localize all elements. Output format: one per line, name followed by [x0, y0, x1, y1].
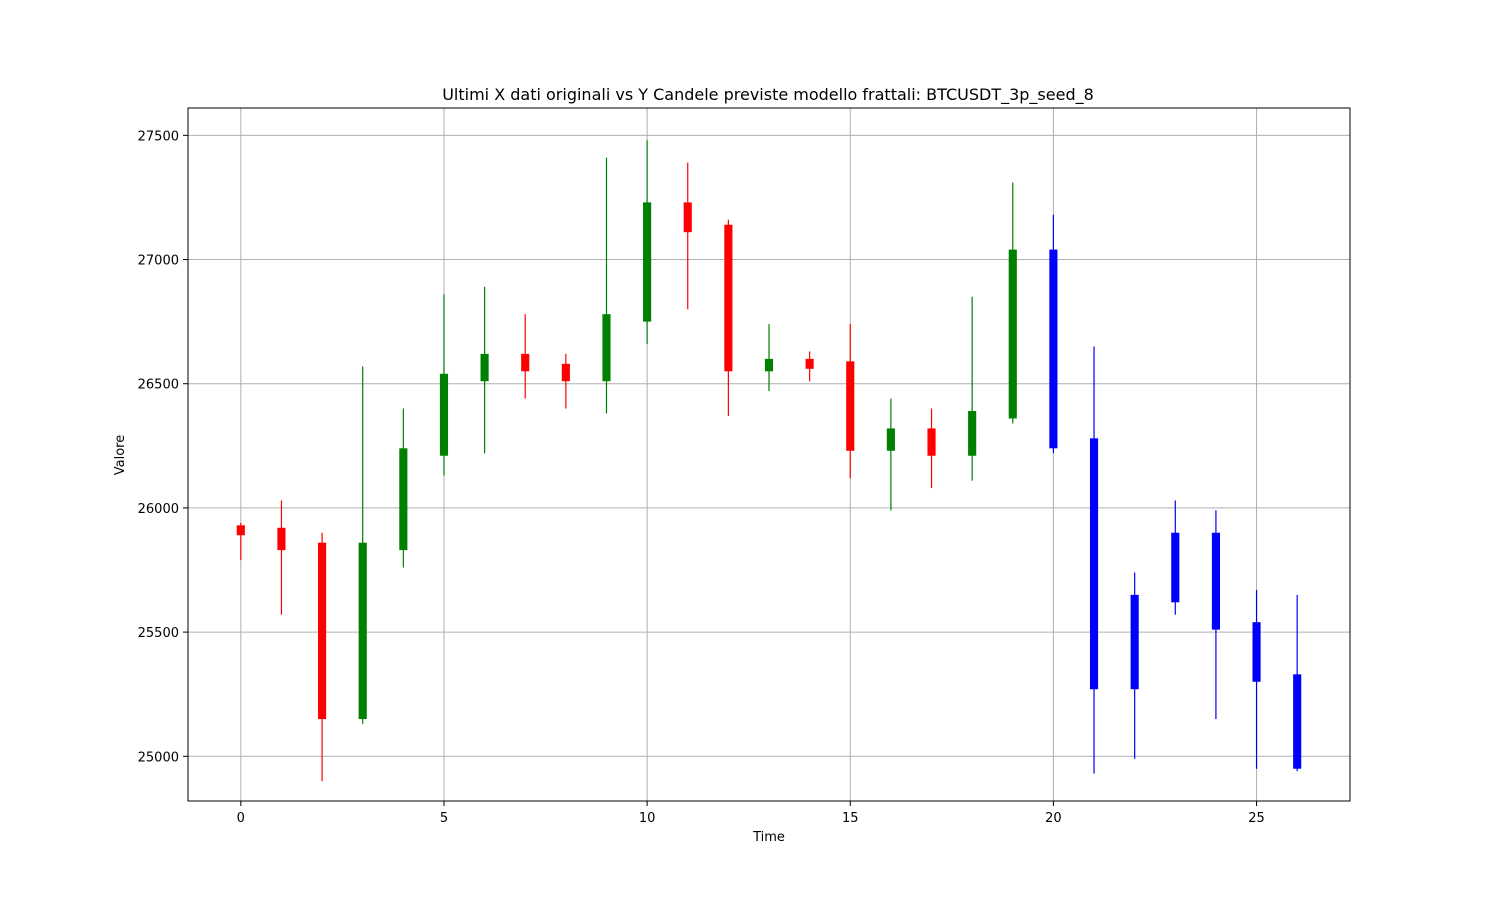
candle-body: [521, 353, 530, 372]
candles: [236, 140, 1302, 782]
candle-body: [1171, 532, 1180, 603]
x-tick-label: 10: [639, 811, 656, 826]
candle-body: [927, 428, 936, 456]
x-axis-label: Time: [752, 830, 785, 845]
candle-body: [277, 527, 286, 551]
y-tick-label: 25000: [138, 750, 179, 765]
x-tick-label: 5: [440, 811, 448, 826]
candle-body: [805, 358, 814, 369]
x-axis-ticks: 0 5 10 15 20 25: [237, 801, 1265, 826]
y-tick-label: 27500: [138, 129, 179, 144]
candle-body: [236, 525, 245, 536]
candle-body: [1089, 438, 1099, 690]
candle-body: [318, 542, 327, 720]
candle-body: [399, 448, 408, 551]
candle-body: [846, 361, 855, 451]
chart-title: Ultimi X dati originali vs Y Candele pre…: [442, 85, 1094, 105]
candle-body: [1130, 594, 1139, 690]
candle-body: [358, 542, 367, 720]
y-tick-label: 25500: [138, 626, 179, 641]
candle-body: [561, 363, 570, 382]
y-tick-label: 26000: [138, 502, 179, 517]
candle-body: [886, 428, 895, 451]
y-axis-label: Valore: [113, 435, 128, 475]
candle-body: [683, 202, 692, 233]
x-tick-label: 15: [842, 811, 859, 826]
x-tick-label: 0: [237, 811, 245, 826]
candle-body: [1049, 249, 1058, 449]
candle-body: [439, 373, 449, 456]
candle-body: [1211, 532, 1220, 630]
y-tick-label: 26500: [138, 378, 179, 393]
plot-frame: [187, 107, 1351, 802]
candle-body: [1252, 622, 1261, 682]
candle-body: [968, 411, 977, 456]
candle-body: [724, 224, 733, 372]
candle-body: [764, 358, 774, 372]
candle-body: [643, 202, 652, 322]
y-tick-label: 27000: [138, 254, 179, 269]
candle-body: [480, 353, 489, 382]
y-axis-ticks: 25000 25500 26000 26500 27000 27500: [138, 129, 188, 765]
candle-body: [602, 314, 611, 382]
candle-body: [1293, 674, 1302, 769]
x-tick-label: 20: [1045, 811, 1062, 826]
candle-body: [1008, 249, 1017, 419]
x-tick-label: 25: [1248, 811, 1265, 826]
